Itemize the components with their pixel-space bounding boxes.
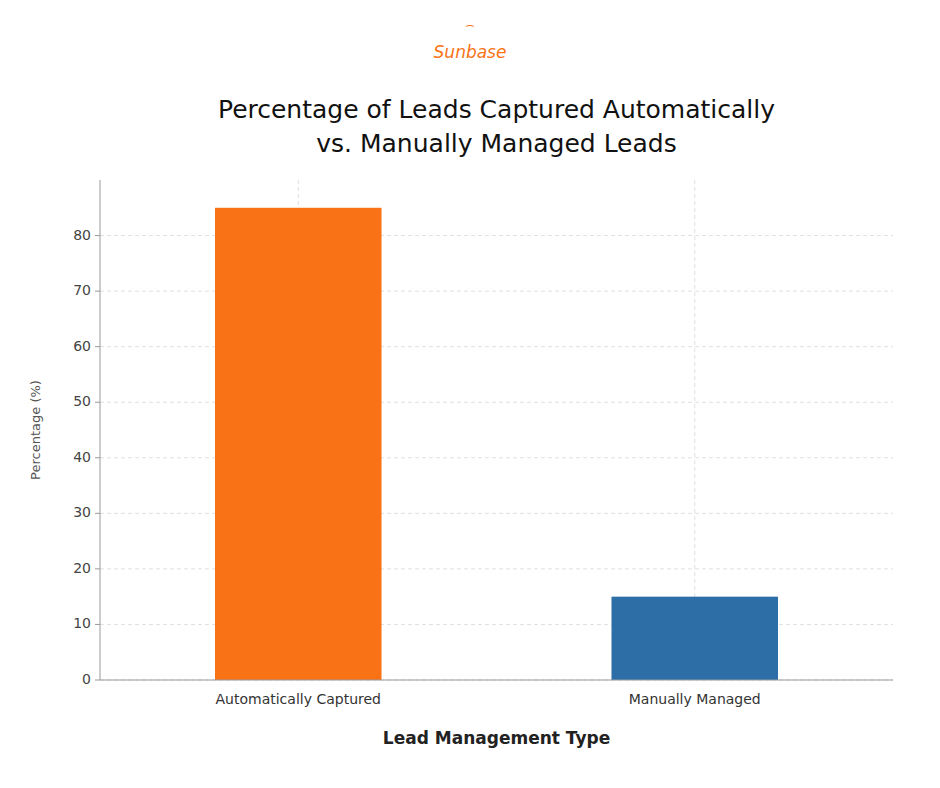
y-tick: [95, 346, 100, 347]
y-tick-label: 20: [73, 560, 91, 576]
y-tick: [95, 513, 100, 514]
brand-symbol: ⌢: [465, 16, 475, 34]
y-tick-label: 80: [73, 227, 91, 243]
y-tick-label: 0: [82, 671, 91, 687]
y-axis-line: [100, 180, 101, 680]
x-tick-label: Automatically Captured: [216, 691, 381, 707]
y-tick: [95, 680, 100, 681]
x-axis-line: [100, 680, 893, 681]
background: [0, 0, 940, 788]
y-tick: [95, 624, 100, 625]
chart-container: 0 10 20 30 40 50 60 70 80 Automatically Captured M…: [0, 0, 940, 788]
y-tick: [95, 457, 100, 458]
grid: [100, 180, 893, 680]
y-tick: [95, 291, 100, 292]
y-tick-label: 50: [73, 393, 91, 409]
bar: [215, 208, 382, 680]
bars: [215, 208, 778, 680]
title: Percentage of Leads Captured Automatical…: [218, 95, 775, 124]
y-tick: [95, 568, 100, 569]
y-tick: [95, 235, 100, 236]
y-tick-label: 10: [73, 615, 91, 631]
x-tick-label: Manually Managed: [629, 691, 761, 707]
y-tick-label: 60: [73, 338, 91, 354]
y-tick: [95, 402, 100, 403]
y-axis-label: Percentage (%): [28, 380, 43, 480]
subtitle: vs. Manually Managed Leads: [316, 129, 676, 158]
brand-text: Sunbase: [434, 42, 507, 62]
bar: [611, 597, 778, 680]
y-tick-label: 30: [73, 504, 91, 520]
y-grid-line: [100, 680, 893, 681]
y-tick-label: 40: [73, 449, 91, 465]
chart: 0 10 20 30 40 50 60 70 80 Automatically Captured M…: [0, 0, 940, 788]
x-axis-label: Lead Management Type: [383, 728, 610, 748]
y-tick-label: 70: [73, 282, 91, 298]
